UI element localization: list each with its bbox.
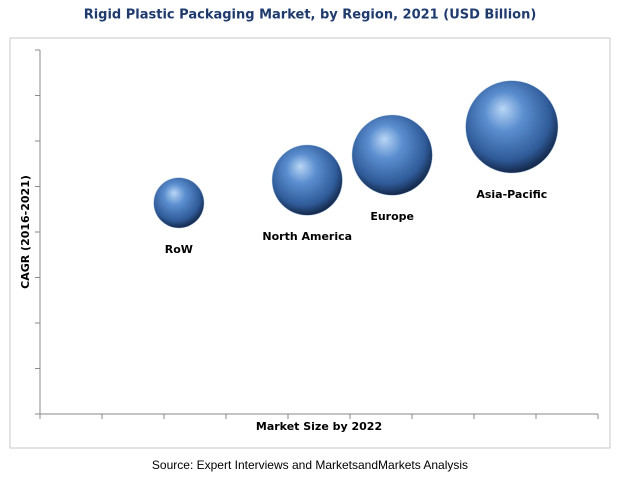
bubble [351, 114, 433, 196]
bubble [153, 177, 205, 229]
plot-frame [9, 37, 611, 449]
x-axis-label: Market Size by 2022 [256, 420, 382, 433]
bubble-label: North America [262, 230, 352, 243]
source-note: Source: Expert Interviews and Marketsand… [152, 458, 468, 472]
y-axis-label: CAGR (2016-2021) [19, 175, 32, 289]
bubble [465, 80, 559, 174]
chart-title: Rigid Plastic Packaging Market, by Regio… [84, 8, 537, 23]
bubble-label: Europe [370, 210, 414, 223]
bubble [271, 144, 343, 216]
bubble-label: RoW [165, 243, 193, 256]
bubble-label: Asia-Pacific [476, 188, 547, 201]
